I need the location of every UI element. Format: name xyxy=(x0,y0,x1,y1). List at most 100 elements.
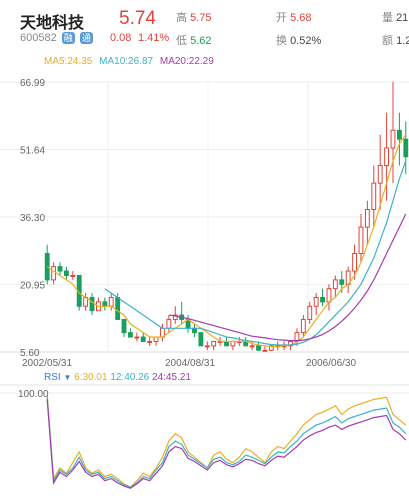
rsi24-legend: 24:45.21 xyxy=(152,372,191,383)
candle-body xyxy=(268,345,274,351)
y-tick-label: 20.95 xyxy=(20,281,45,292)
candle-body xyxy=(364,209,370,228)
candle-body xyxy=(384,147,390,167)
high-label: 高 xyxy=(176,12,187,24)
ma5-legend: MA5:24.35 xyxy=(44,56,93,67)
volume-stat: 量 21. xyxy=(382,9,409,25)
candle-body xyxy=(224,340,229,347)
amount-label: 额 xyxy=(382,35,393,47)
y-tick-label: 51.64 xyxy=(20,146,45,157)
candle-body xyxy=(249,345,255,348)
candle-body xyxy=(198,332,204,347)
ma10-legend: MA10:26.87 xyxy=(99,56,154,67)
candle-body xyxy=(63,270,69,276)
ma20-legend: MA20:22.29 xyxy=(159,56,214,67)
open-stat: 开 5.68 xyxy=(276,9,311,25)
candle-body xyxy=(320,296,325,303)
candle-body xyxy=(102,301,108,307)
amount-value: 1.2 xyxy=(396,35,409,47)
candle-body xyxy=(51,266,57,281)
stock-price: 5.74 xyxy=(119,8,156,29)
candle-body xyxy=(396,129,402,140)
volume-value: 21. xyxy=(396,12,409,24)
candle-body xyxy=(128,332,133,338)
candle-body xyxy=(294,332,300,342)
rsi-title[interactable]: RSI xyxy=(44,372,61,383)
candle-body xyxy=(211,340,217,347)
candle-body xyxy=(140,336,146,342)
candle-body xyxy=(326,288,332,303)
candle-body xyxy=(44,252,50,281)
rsi-legend[interactable]: RSI ▼ 6:30.01 12:40.26 24:45.21 xyxy=(44,372,191,383)
low-label: 低 xyxy=(176,35,187,47)
candle-body xyxy=(166,318,172,329)
candle-body xyxy=(358,226,364,254)
high-value: 5.75 xyxy=(190,12,212,24)
y-tick-label: 5.60 xyxy=(20,348,40,359)
candle-body xyxy=(89,296,95,312)
candle-body xyxy=(339,279,345,285)
high-stat: 高 5.75 xyxy=(176,9,211,25)
candle-body xyxy=(256,345,261,351)
candle-body xyxy=(147,340,153,343)
x-tick-label: 2002/05/31 xyxy=(22,358,72,369)
candle-body xyxy=(307,305,313,320)
ma20-line xyxy=(168,213,407,342)
candle-body xyxy=(262,349,268,352)
candle-body xyxy=(332,279,338,290)
open-value: 5.68 xyxy=(290,12,312,24)
rsi-tick-label: 100.00 xyxy=(18,389,49,400)
ma10-line xyxy=(104,160,407,346)
candle-body xyxy=(352,252,357,272)
amount-stat: 额 1.2 xyxy=(382,32,409,48)
volume-label: 量 xyxy=(382,12,393,24)
stock-name: 天地科技 xyxy=(20,15,85,32)
candle-body xyxy=(204,345,210,348)
rsi-lines xyxy=(46,395,407,489)
stock-code: 600582 融 通 xyxy=(20,32,93,44)
rsi6-line xyxy=(46,395,407,488)
ma-legend: MA5:24.35 MA10:26.87 MA20:22.29 xyxy=(44,56,214,67)
ma5-line xyxy=(46,134,407,348)
candle-body xyxy=(57,266,63,272)
candle-body xyxy=(230,340,236,347)
candle-body xyxy=(153,336,159,342)
price-change: 0.08 xyxy=(110,32,132,44)
candle-body xyxy=(121,318,127,334)
x-tick-label: 2004/08/31 xyxy=(165,358,215,369)
chart-grid xyxy=(0,81,409,394)
turnover-value: 0.52% xyxy=(290,35,322,47)
margin-badge: 融 xyxy=(61,32,75,44)
candle-body xyxy=(300,318,306,334)
candle-body xyxy=(172,314,178,320)
candle-body xyxy=(371,182,377,211)
candle-body xyxy=(134,336,140,339)
rsi6-legend: 6:30.01 xyxy=(74,372,108,383)
open-label: 开 xyxy=(276,12,287,24)
candle-body xyxy=(390,129,396,149)
low-value: 5.62 xyxy=(190,35,212,47)
connect-badge: 通 xyxy=(79,32,93,44)
candle-body xyxy=(313,296,319,307)
candle-body xyxy=(70,274,76,277)
low-stat: 低 5.62 xyxy=(176,32,211,48)
y-tick-label: 36.30 xyxy=(20,213,45,224)
price-change-pct: 1.41% xyxy=(138,32,170,44)
turnover-stat: 换 0.52% xyxy=(276,32,321,48)
moving-average-lines xyxy=(46,134,407,348)
rsi24-line xyxy=(46,399,407,489)
candle-body xyxy=(108,296,114,307)
y-tick-label: 66.99 xyxy=(20,78,45,89)
rsi12-legend: 12:40.26 xyxy=(110,372,150,383)
rsi12-line xyxy=(46,397,407,488)
candle-body xyxy=(377,165,383,184)
turnover-label: 换 xyxy=(276,35,287,47)
candle-body xyxy=(403,138,409,158)
stock-code-text: 600582 xyxy=(20,32,57,44)
x-tick-label: 2006/06/30 xyxy=(306,358,356,369)
candle-body xyxy=(115,296,121,320)
candle-body xyxy=(192,327,197,334)
chevron-down-icon[interactable]: ▼ xyxy=(63,373,72,382)
